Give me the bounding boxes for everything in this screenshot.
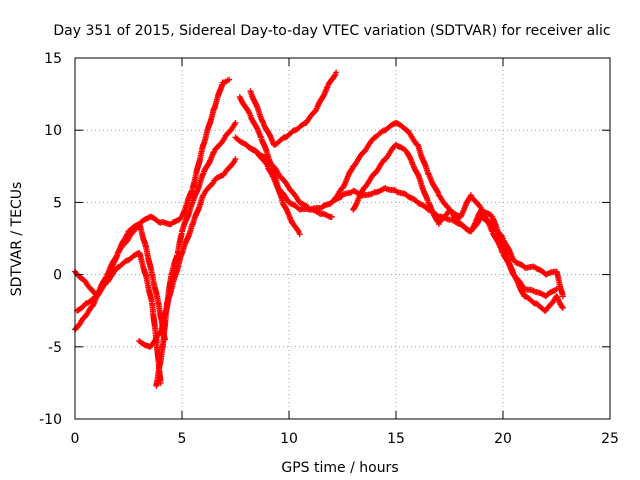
y-tick-label: -5 [48, 340, 62, 356]
series-track-11 [350, 142, 559, 300]
axis-ticks: 0 5 10 15 20 25 -10 -5 0 5 10 15 [39, 51, 619, 447]
x-tick-label: 10 [280, 431, 298, 447]
chart: Day 351 of 2015, Sidereal Day-to-day VTE… [0, 0, 640, 480]
y-tick-label: -10 [39, 412, 62, 428]
chart-title: Day 351 of 2015, Sidereal Day-to-day VTE… [53, 23, 610, 39]
x-axis-label: GPS time / hours [281, 460, 398, 476]
data-points [72, 69, 566, 388]
y-tick-label: 0 [53, 268, 62, 284]
x-tick-label: 0 [71, 431, 80, 447]
y-tick-label: 10 [44, 123, 62, 139]
x-tick-label: 15 [387, 431, 405, 447]
y-axis-label: SDTVAR / TECUs [9, 182, 25, 297]
series-track-4 [153, 120, 238, 389]
y-tick-label: 15 [44, 51, 62, 67]
y-tick-label: 5 [53, 195, 62, 211]
x-tick-label: 5 [178, 431, 187, 447]
x-tick-label: 20 [494, 431, 512, 447]
grid-lines [75, 58, 610, 419]
plot-area-border [75, 58, 610, 419]
x-tick-label: 25 [601, 431, 619, 447]
